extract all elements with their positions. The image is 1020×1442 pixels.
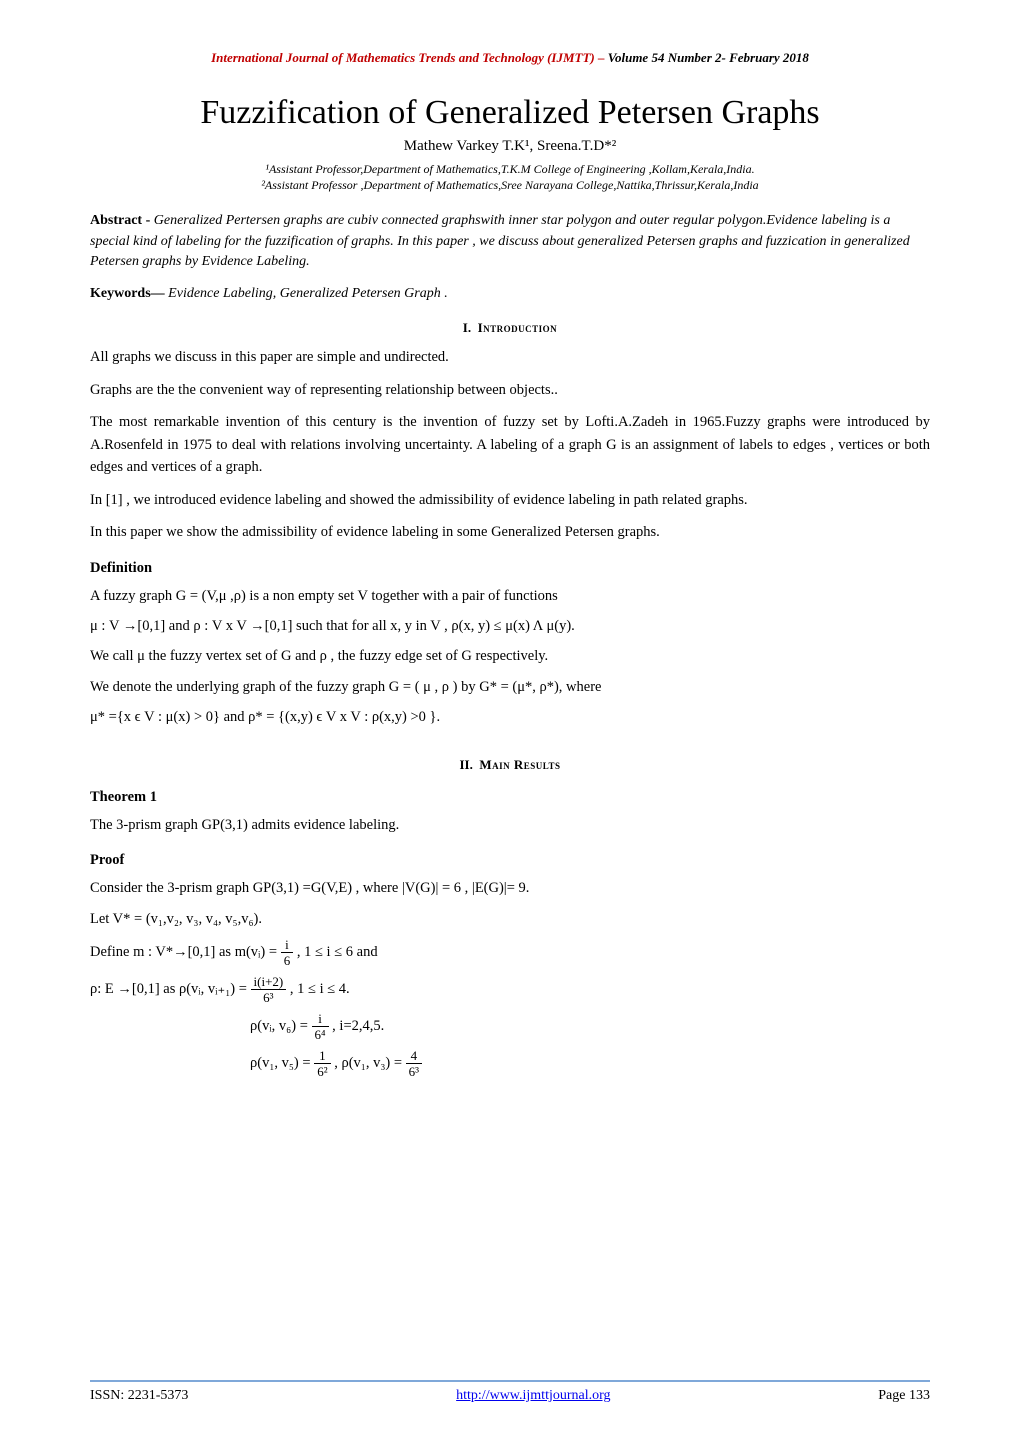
frac2-num: i(i+2) [251,975,287,990]
frac2-den: 6³ [251,990,287,1004]
keywords-label: Keywords— [90,286,168,301]
proof-l1-egval: = 9. [507,880,530,896]
abstract-block: Abstract - Generalized Pertersen graphs … [90,211,930,272]
fraction-i-over-6: i 6 [281,938,294,967]
proof-l6-b: , ρ(v₁, v₃) = [334,1055,405,1071]
proof-l3-cond: , 1 ≤ i ≤ 6 and [297,944,378,960]
proof-heading: Proof [90,852,930,869]
intro-p2: Graphs are the the convenient way of rep… [90,379,930,401]
frac3-den: 6⁴ [312,1027,329,1041]
def-line-5: μ* ={x ϵ V : μ(x) > 0} and ρ* = {(x,y) ϵ… [90,706,930,728]
frac4-den: 6² [314,1064,330,1078]
proof-l4-a: ρ: E →[0,1] as ρ(vᵢ, vᵢ₊₁) = [90,981,247,997]
authors-line: Mathew Varkey T.K¹, Sreena.T.D*² [90,138,930,155]
frac3-num: i [312,1012,329,1027]
definition-heading: Definition [90,560,930,577]
proof-l6-a: ρ(v₁, v₅) = [250,1055,314,1071]
running-header: International Journal of Mathematics Tre… [90,50,930,66]
section-intro-text: Introduction [478,320,558,335]
proof-l1-vgval: = 6 , [438,880,472,896]
header-issue: Volume 54 Number 2- February 2018 [608,50,809,65]
def-line-2: μ : V →[0,1] and ρ : V x V →[0,1] such t… [90,615,930,637]
proof-l1-vg: |V(G)| [402,880,438,896]
intro-p1: All graphs we discuss in this paper are … [90,346,930,368]
fraction-1-over-62: 1 6² [314,1049,330,1078]
page-container: International Journal of Mathematics Tre… [0,0,1020,1442]
affiliation-1: ¹Assistant Professor,Department of Mathe… [90,161,930,177]
footer-url-link[interactable]: http://www.ijmttjournal.org [456,1388,610,1404]
section-intro-heading: I. Introduction [90,320,930,336]
proof-l3-a: Define m : V*→[0,1] as m(vᵢ) = [90,944,277,960]
fraction-i-over-64: i 6⁴ [312,1012,329,1041]
proof-l5-cond: , i=2,4,5. [332,1018,384,1034]
frac1-den: 6 [281,953,294,967]
proof-l1-a: Consider the 3-prism graph GP(3,1) =G(V,… [90,880,402,896]
theorem-heading: Theorem 1 [90,789,930,806]
def-line-3: We call μ the fuzzy vertex set of G and … [90,645,930,667]
affiliations: ¹Assistant Professor,Department of Mathe… [90,161,930,193]
intro-p5: In this paper we show the admissibility … [90,521,930,543]
keywords-body: Evidence Labeling, Generalized Petersen … [168,286,448,301]
section-main-num: II. [460,757,473,772]
proof-line-1: Consider the 3-prism graph GP(3,1) =G(V,… [90,877,930,899]
frac1-num: i [281,938,294,953]
theorem-text: The 3-prism graph GP(3,1) admits evidenc… [90,814,930,836]
fraction-4-over-63: 4 6³ [406,1049,422,1078]
footer-page: Page 133 [878,1388,930,1404]
keywords-block: Keywords— Evidence Labeling, Generalized… [90,286,930,302]
abstract-label: Abstract - [90,213,154,228]
footer-issn: ISSN: 2231-5373 [90,1388,188,1404]
affiliation-2: ²Assistant Professor ,Department of Math… [90,177,930,193]
abstract-body: Generalized Pertersen graphs are cubiv c… [90,213,910,269]
frac5-num: 4 [406,1049,422,1064]
frac4-num: 1 [314,1049,330,1064]
proof-line-6: ρ(v₁, v₅) = 1 6² , ρ(v₁, v₃) = 4 6³ [250,1049,930,1078]
intro-p4: In [1] , we introduced evidence labeling… [90,489,930,511]
page-footer: ISSN: 2231-5373 http://www.ijmttjournal.… [90,1380,930,1404]
proof-line-5: ρ(vᵢ, v₆) = i 6⁴ , i=2,4,5. [250,1012,930,1041]
def-line-4: We denote the underlying graph of the fu… [90,676,930,698]
section-intro-num: I. [463,320,471,335]
indented-equations: ρ(vᵢ, v₆) = i 6⁴ , i=2,4,5. ρ(v₁, v₅) = … [250,1012,930,1078]
header-journal: International Journal of Mathematics Tre… [211,50,608,65]
section-main-text: Main Results [479,757,560,772]
frac5-den: 6³ [406,1064,422,1078]
proof-l4-cond: , 1 ≤ i ≤ 4. [290,981,350,997]
intro-p3: The most remarkable invention of this ce… [90,411,930,478]
paper-title: Fuzzification of Generalized Petersen Gr… [90,94,930,132]
proof-line-2: Let V* = (v₁,v₂, v₃, v₄, v₅,v₆). [90,908,930,930]
proof-l5-a: ρ(vᵢ, v₆) = [250,1018,312,1034]
proof-line-3: Define m : V*→[0,1] as m(vᵢ) = i 6 , 1 ≤… [90,938,930,967]
def-line-1: A fuzzy graph G = (V,μ ,ρ) is a non empt… [90,585,930,607]
proof-line-4: ρ: E →[0,1] as ρ(vᵢ, vᵢ₊₁) = i(i+2) 6³ ,… [90,975,930,1004]
fraction-ii2-over-63: i(i+2) 6³ [251,975,287,1004]
section-main-heading: II. Main Results [90,757,930,773]
proof-l1-eg: |E(G)| [472,880,507,896]
